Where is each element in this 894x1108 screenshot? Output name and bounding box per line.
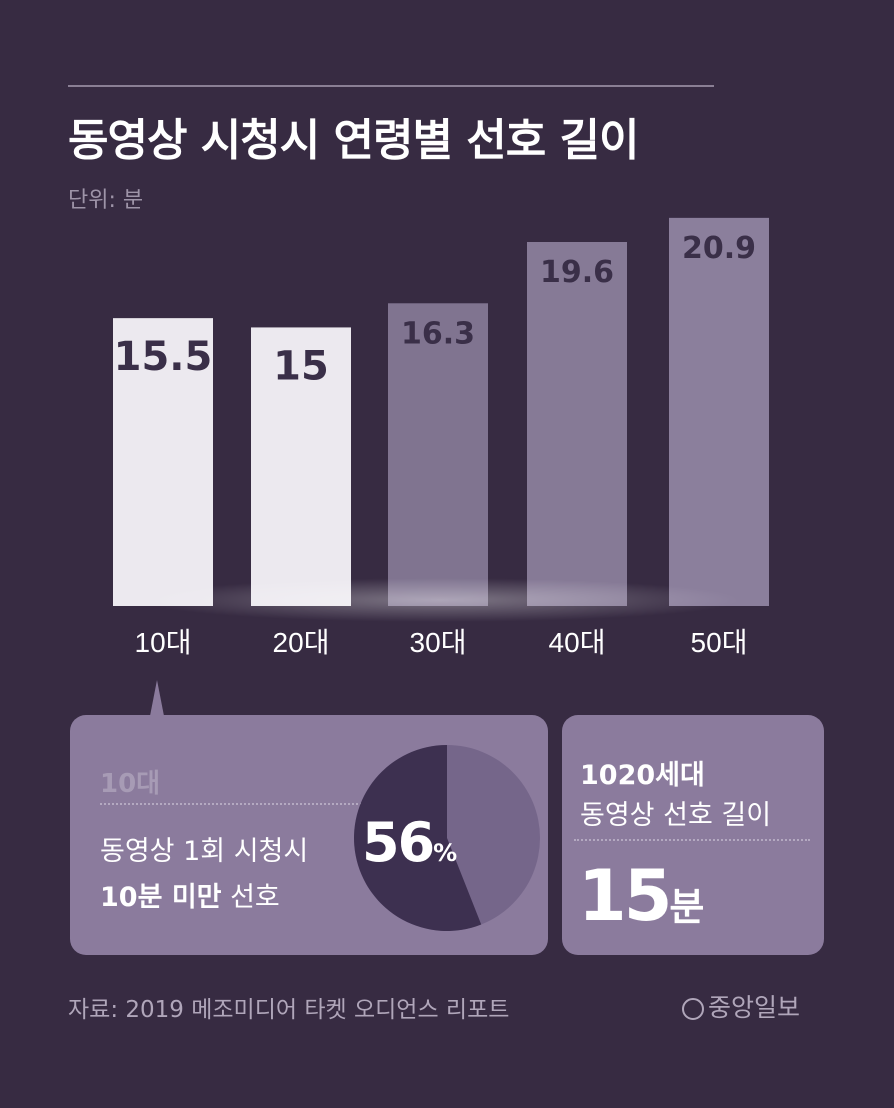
floor-glow — [140, 578, 740, 622]
callout-line1: 동영상 1회 시청시 — [100, 836, 309, 867]
pie-slice — [354, 745, 482, 931]
summary-value: 15분 — [578, 855, 704, 937]
callout-line2: 10분 미만 선호 — [100, 875, 280, 914]
value-label-40대: 19.6 — [540, 255, 614, 290]
source-note: 자료: 2019 메조미디어 타켓 오디언스 리포트 — [68, 997, 510, 1023]
pie-number: 56 — [362, 811, 435, 874]
pie-value-label: 56% — [362, 811, 457, 874]
brand-logo: 중앙일보 — [682, 988, 800, 1024]
circle-j-icon — [682, 998, 704, 1020]
callout-line2-bold: 10분 미만 — [100, 882, 222, 913]
summary-unit: 분 — [669, 885, 705, 929]
summary-line2: 동영상 선호 길이 — [580, 800, 772, 831]
value-label-20대: 15 — [273, 343, 329, 389]
bar-10대 — [113, 318, 213, 606]
teen-callout-panel: 10대 동영상 1회 시청시 10분 미만 선호 56% — [70, 715, 548, 955]
summary-panel: 1020세대 동영상 선호 길이 15분 — [562, 715, 824, 955]
dotted-divider — [574, 839, 810, 841]
bar-chart: 15.5 15 16.3 19.6 20.9 10대 20대 30대 40대 50대 — [113, 217, 769, 658]
category-label-20대: 20대 — [273, 627, 330, 658]
category-label-50대: 50대 — [691, 627, 748, 658]
value-label-30대: 16.3 — [401, 316, 475, 351]
brand-name: 중앙일보 — [708, 993, 801, 1022]
callout-tag: 10대 — [100, 769, 161, 799]
bar-20대 — [251, 327, 351, 606]
summary-line1: 1020세대 — [580, 760, 705, 791]
summary-number: 15 — [578, 855, 672, 937]
pie-unit: % — [433, 839, 458, 867]
bar-30대 — [388, 303, 488, 606]
bar-50대 — [669, 217, 769, 606]
pie-chart — [354, 745, 540, 931]
category-label-30대: 30대 — [410, 627, 467, 658]
value-label-10대: 15.5 — [114, 334, 213, 380]
category-label-40대: 40대 — [549, 627, 606, 658]
dotted-divider — [100, 803, 410, 805]
value-label-50대: 20.9 — [682, 231, 756, 266]
unit-label: 단위: 분 — [68, 188, 144, 213]
top-rule — [68, 85, 714, 87]
callout-pointer — [150, 680, 164, 716]
bar-40대 — [527, 242, 627, 606]
chart-title: 동영상 시청시 연령별 선호 길이 — [68, 115, 640, 166]
category-label-10대: 10대 — [135, 627, 192, 658]
callout-line2-rest: 선호 — [221, 882, 280, 913]
